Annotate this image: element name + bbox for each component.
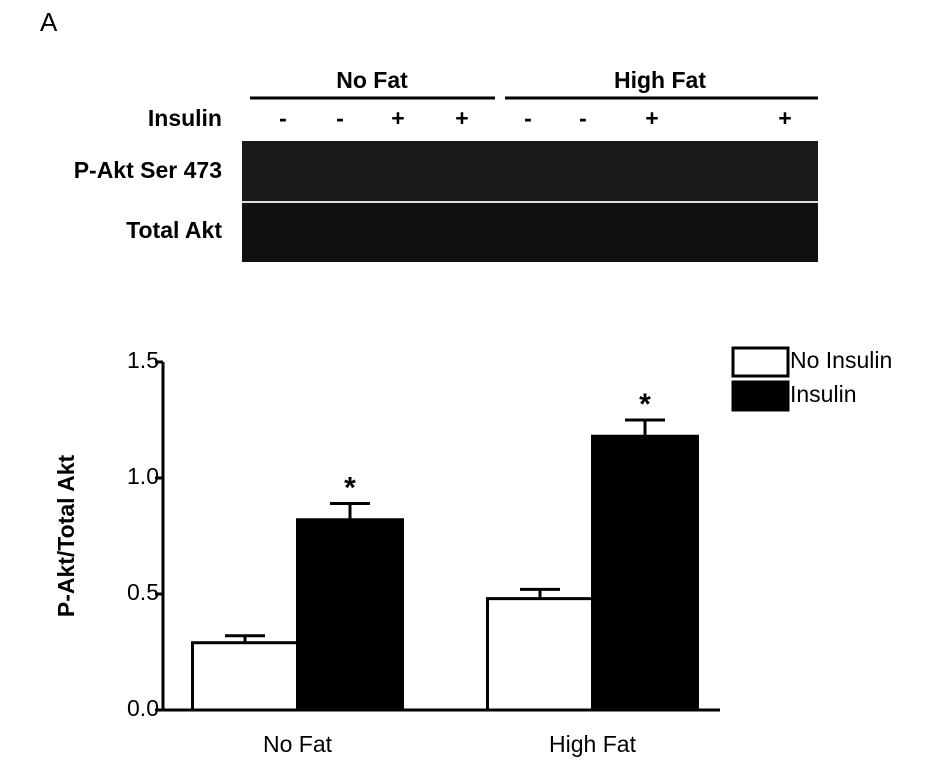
- panel-label: A: [40, 7, 58, 37]
- x-tick-label: No Fat: [263, 731, 333, 757]
- y-tick-label: 0.0: [127, 695, 159, 721]
- treatment-sign: +: [455, 105, 468, 131]
- blot-row-label: Total Akt: [126, 217, 222, 243]
- legend-label: No Insulin: [790, 347, 892, 373]
- treatment-sign: +: [391, 105, 404, 131]
- treatment-sign: -: [524, 105, 532, 131]
- blot-row-label: P-Akt Ser 473: [74, 157, 222, 183]
- legend-swatch: [733, 382, 788, 410]
- treatment-label: Insulin: [148, 105, 222, 131]
- y-tick-label: 1.5: [127, 347, 159, 373]
- treatment-sign: +: [645, 105, 658, 131]
- y-tick-label: 1.0: [127, 463, 159, 489]
- group-label: High Fat: [614, 67, 706, 93]
- blot-band: [242, 141, 818, 201]
- x-tick-label: High Fat: [549, 731, 637, 757]
- legend-swatch: [733, 348, 788, 376]
- group-label: No Fat: [336, 67, 408, 93]
- y-axis-label: P-Akt/Total Akt: [53, 455, 79, 618]
- bar: [193, 643, 298, 710]
- significance-marker: *: [639, 388, 651, 421]
- legend-label: Insulin: [790, 381, 856, 407]
- figure: A No Fat High Fat Insulin P-Akt Ser 473 …: [0, 0, 947, 765]
- y-tick-label: 0.5: [127, 579, 159, 605]
- treatment-sign: -: [279, 105, 287, 131]
- significance-marker: *: [344, 471, 356, 504]
- bar: [593, 436, 698, 710]
- bar: [298, 520, 403, 710]
- treatment-sign: -: [579, 105, 587, 131]
- treatment-sign: +: [778, 105, 791, 131]
- bar: [488, 599, 593, 710]
- treatment-sign: -: [336, 105, 344, 131]
- blot-band: [242, 203, 818, 262]
